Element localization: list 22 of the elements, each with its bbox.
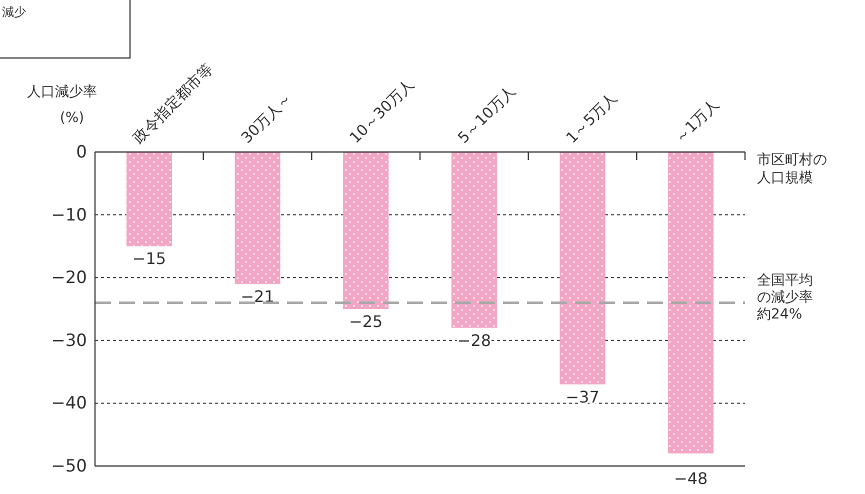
y-tick-label: −30 — [51, 330, 87, 351]
ref-line-label: 全国平均の減少率約24% — [757, 272, 813, 323]
data-label: −25 — [348, 312, 383, 331]
y-tick-label: −50 — [51, 456, 87, 476]
data-label: −37 — [566, 387, 600, 406]
y-axis-title: 人口減少率 (%) — [27, 84, 97, 126]
note-box: 減少 — [0, 0, 131, 59]
data-label: −21 — [240, 286, 274, 306]
x-tick-label: 5～10万人 — [454, 82, 520, 147]
data-label: −15 — [132, 249, 166, 268]
x-axis-title: 市区町村の人口規模 — [757, 152, 827, 186]
data-label: −48 — [674, 469, 708, 488]
y-tick-label: −40 — [51, 394, 87, 414]
x-tick-label: 10～30万人 — [346, 75, 418, 147]
x-tick-label: 政令指定都市等 — [129, 60, 216, 147]
y-tick-label: 0 — [76, 142, 87, 162]
data-label: −28 — [457, 330, 492, 350]
x-tick-label: 30万人～ — [238, 88, 296, 147]
y-tick-label: −10 — [51, 205, 87, 226]
x-tick-label: 1～5万人 — [562, 88, 621, 147]
x-tick-label: ～1万人 — [670, 96, 722, 147]
y-tick-label: −20 — [51, 268, 87, 288]
